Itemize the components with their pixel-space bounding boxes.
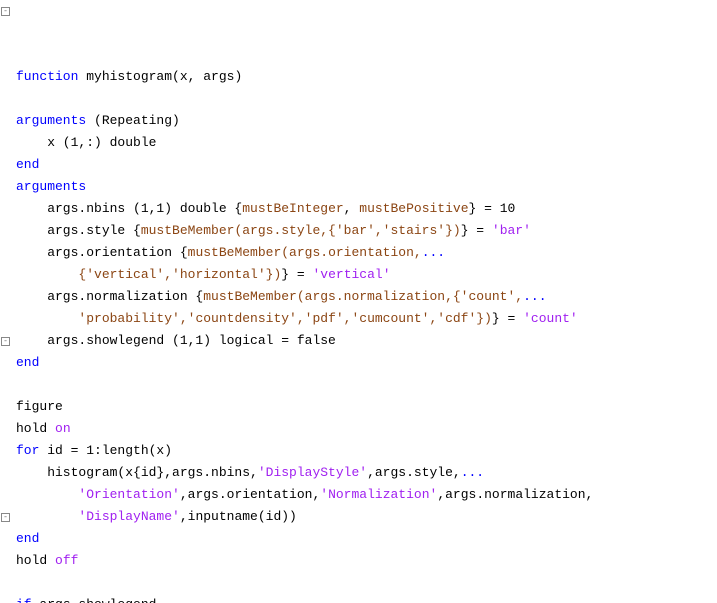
code-line: hold on (16, 418, 717, 440)
code-line: args.normalization {mustBeMember(args.no… (16, 286, 717, 308)
code-line: args.orientation {mustBeMember(args.orie… (16, 242, 717, 264)
code-editor[interactable]: - - - function myhistogram(x, args) argume… (0, 0, 717, 603)
code-line: hold off (16, 550, 717, 572)
code-line: {'vertical','horizontal'})} = 'vertical' (16, 264, 717, 286)
code-line: args.nbins (1,1) double {mustBeInteger, … (16, 198, 717, 220)
fold-marker[interactable]: - (1, 513, 10, 522)
code-line: figure (16, 396, 717, 418)
code-line (16, 374, 717, 396)
fold-marker[interactable]: - (1, 337, 10, 346)
code-line: arguments (16, 176, 717, 198)
code-line: histogram(x{id},args.nbins,'DisplayStyle… (16, 462, 717, 484)
code-line: end (16, 528, 717, 550)
code-line: 'DisplayName',inputname(id)) (16, 506, 717, 528)
code-line: if args.showlegend (16, 594, 717, 603)
code-line: args.showlegend (1,1) logical = false (16, 330, 717, 352)
code-line: function myhistogram(x, args) (16, 66, 717, 88)
code-line: arguments (Repeating) (16, 110, 717, 132)
code-line: end (16, 154, 717, 176)
fold-gutter: - - - (0, 0, 14, 603)
code-line: x (1,:) double (16, 132, 717, 154)
code-line (16, 88, 717, 110)
code-line: 'Orientation',args.orientation,'Normaliz… (16, 484, 717, 506)
code-lines: function myhistogram(x, args) arguments … (16, 66, 717, 603)
code-line: end (16, 352, 717, 374)
code-line: args.style {mustBeMember(args.style,{'ba… (16, 220, 717, 242)
code-line (16, 572, 717, 594)
fold-marker[interactable]: - (1, 7, 10, 16)
code-line: for id = 1:length(x) (16, 440, 717, 462)
code-line: 'probability','countdensity','pdf','cumc… (16, 308, 717, 330)
